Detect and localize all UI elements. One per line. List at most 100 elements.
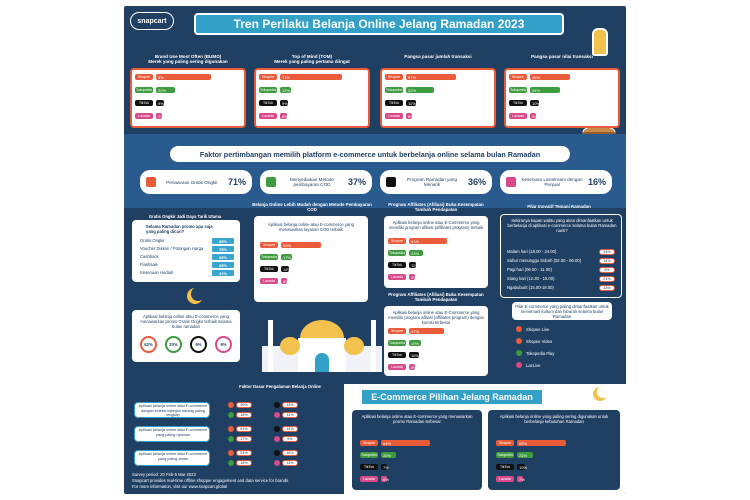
experience-pct: 14%	[282, 426, 298, 432]
snapcart-logo: snapcart	[130, 12, 174, 30]
brand-logo-shopee: Shopee	[259, 74, 277, 80]
value-bar: 34%	[530, 87, 560, 93]
value-bar: 57%	[406, 74, 456, 80]
brand-bar-row: Shopee 60%	[260, 242, 321, 248]
brand-logo-lazada: Lazada	[388, 364, 406, 370]
brand-logo-shopee	[228, 426, 234, 432]
brand-bar-row: Shopee 57%	[388, 328, 444, 334]
brand-logo-lazada: Lazada	[385, 113, 403, 119]
brand-logo-lazada	[274, 460, 280, 466]
promo-label: Cashback	[140, 254, 204, 259]
brand-logo-lazada: Lazada	[360, 476, 378, 482]
brand-bar-row: Tokopedia 17%	[260, 254, 292, 260]
live-feature-label: Shopee Video	[526, 339, 552, 344]
brand-logo-tokopedia: Tokopedia	[496, 452, 514, 458]
free-shipping-app-card: Aplikasi belanja online atau E-commerce …	[132, 310, 240, 362]
value-bar: 12%	[280, 87, 291, 93]
experience-pct: 11%	[282, 412, 298, 418]
time-label: Ngabuburit (15.00-18.00)	[507, 285, 587, 290]
brand-logo-tokopedia: Tokopedia	[509, 87, 527, 93]
lantern-icon	[592, 28, 608, 56]
value-bar: 6%	[406, 113, 412, 119]
pilar-times-box: Sekiranya kapan waktu yang akan dimanfaa…	[500, 214, 622, 298]
choice-right-question: Aplikasi belanja online yang paling seri…	[494, 414, 614, 424]
shipping-circle: 9%	[190, 336, 207, 353]
experience-pct: 16%	[282, 450, 298, 456]
value-bar: 19%	[409, 340, 421, 346]
factor-label: Program Ramadan yang Menarik	[400, 177, 464, 187]
brand-logo-shopee: Shopee	[509, 74, 527, 80]
brand-logo-tiktok	[274, 450, 280, 456]
value-bar: 7%	[156, 113, 162, 119]
value-bar: 9%	[156, 100, 164, 106]
choice-right-card: Aplikasi belanja online yang paling seri…	[488, 410, 620, 490]
brand-logo-tokopedia: Tokopedia	[259, 87, 277, 93]
brand-bar-row: Lazada 8%	[259, 113, 287, 119]
affiliate-card-2: Aplikasi belanja online atau E-Commerce …	[384, 306, 488, 376]
promo-pct: 75%	[212, 246, 234, 252]
infographic-canvas: snapcart Tren Perilaku Belanja Online Je…	[124, 6, 626, 494]
live-feature-label: Shopee Live	[526, 327, 549, 332]
factor-pill: Program Ramadan yang Menarik 36%	[380, 170, 492, 194]
free-shipping-title: Gratis Ongkir Jadi Daya Tarik Utama	[130, 214, 240, 219]
experience-label: Aplikasi belanja online atau E-commerce …	[137, 404, 209, 418]
value-bar: 65%	[517, 440, 566, 446]
brand-bar-row: Shopee 46%	[509, 74, 570, 80]
experience-pct: 18%	[236, 412, 252, 418]
experience-question: Aplikasi belanja online atau E-commerce …	[134, 450, 210, 466]
live-feature-label: Tokopedia Play	[526, 351, 554, 356]
brand-logo-tokopedia	[228, 412, 234, 418]
brand-logo-shopee	[228, 402, 234, 408]
brand-logo-tokopedia: Tokopedia	[260, 254, 278, 260]
brand-logo-tiktok: TikTok	[360, 464, 378, 470]
brand-logo-shopee: Shopee	[496, 440, 514, 446]
value-bar: 23%	[409, 250, 423, 256]
brand-bar-row: Shopee 64%	[360, 440, 430, 446]
value-bar: 8%	[156, 74, 211, 80]
factor-icon	[146, 177, 156, 187]
factor-icon	[266, 177, 276, 187]
factor-icon	[506, 177, 516, 187]
brand-logo-tiktok: TikTok	[388, 352, 406, 358]
value-bar: 5%	[530, 113, 536, 119]
factor-pill: Penawaran Gratis Ongkir 71%	[140, 170, 252, 194]
promo-pct: 31%	[212, 270, 234, 276]
footer-link[interactable]: For more information, visit our www.snap…	[132, 484, 338, 489]
value-bar: 21%	[517, 452, 533, 458]
brand-bar-row: Lazada 6%	[385, 113, 412, 119]
top-panel-title: Top of Mind (TOM) Merek yang paling pert…	[254, 54, 370, 64]
live-feature-row: Shopee Video	[516, 338, 552, 344]
live-feature-row: Tokopedia Play	[516, 350, 554, 356]
free-shipping-app-question: Aplikasi belanja online atau E-commerce …	[138, 314, 234, 329]
value-bar: 10%	[530, 100, 539, 106]
value-bar: 12%	[281, 266, 289, 272]
factor-pct: 37%	[348, 177, 366, 187]
brand-bar-row: Lazada 5%	[509, 113, 536, 119]
value-bar: 8%	[409, 364, 415, 370]
factor-pct: 16%	[588, 177, 606, 187]
experience-label: Aplikasi belanja online atau E-commerce …	[137, 428, 209, 437]
factor-label: Kesenuan Livestream dengan Penjual	[520, 177, 584, 187]
promo-label: Kesenuan Hadiah	[140, 270, 204, 275]
brand-logo-tokopedia: Tokopedia	[388, 250, 406, 256]
affiliate-question-2: Aplikasi belanja online atau E-Commerce …	[388, 310, 484, 325]
cod-card: Aplikasi belanja online atau E-commerce …	[254, 216, 368, 302]
brand-logo-tokopedia	[228, 460, 234, 466]
brand-bar-row: Tokopedia 12%	[259, 87, 291, 93]
brand-logo-tokopedia: Tokopedia	[385, 87, 403, 93]
brand-bar-row: TikTok 16%	[388, 352, 419, 358]
value-bar: 8%	[281, 278, 287, 284]
value-bar: 4%	[409, 274, 415, 280]
factor-icon	[386, 177, 396, 187]
brand-bar-row: Lazada 7%	[496, 476, 523, 482]
brand-bar-row: TikTok 11%	[385, 100, 416, 106]
pilar-question: Sekiranya kapan waktu yang akan dimanfaa…	[505, 218, 619, 233]
brand-bar-row: Shopee 65%	[496, 440, 566, 446]
experience-pct: 17%	[236, 436, 252, 442]
value-bar: 64%	[381, 440, 430, 446]
brand-logo-shopee: Shopee	[388, 238, 406, 244]
affiliate-title-1: Program Affiliates (Afiliasi) Buka Kesem…	[384, 202, 488, 212]
live-feature-row: Shopee Live	[516, 326, 549, 332]
brand-logo-tokopedia: Tokopedia	[388, 340, 406, 346]
top-panel-title: Brand Use Most Often (BUMO) Merek yang p…	[130, 54, 246, 64]
